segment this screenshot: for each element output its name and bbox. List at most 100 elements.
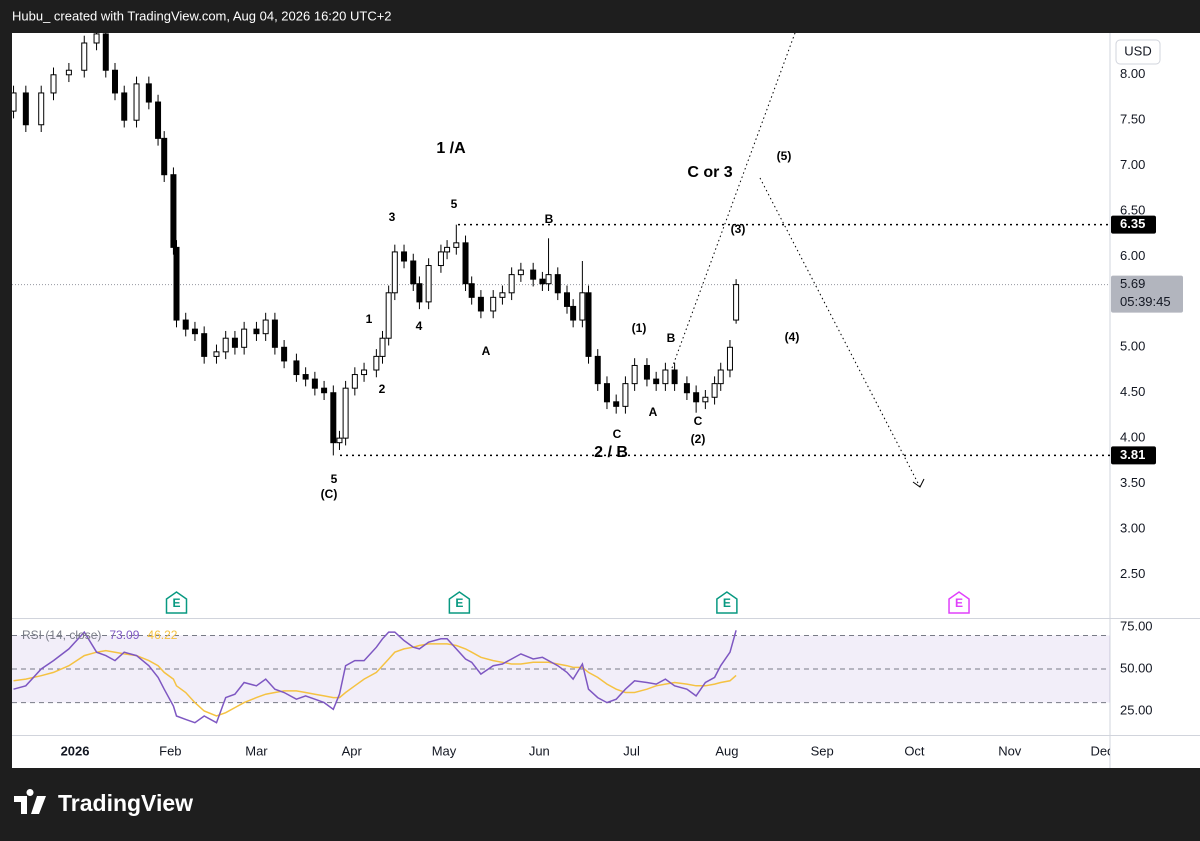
candle-body (444, 246, 451, 253)
candle-body (385, 292, 392, 339)
candle-body (50, 74, 57, 94)
earnings-label: E (955, 596, 963, 610)
countdown: 05:39:45 (1120, 294, 1171, 309)
candle-body (490, 296, 497, 312)
candle-body (643, 364, 650, 380)
level-label: 3.81 (1120, 447, 1145, 462)
wave-label: 5 (331, 472, 338, 486)
rsi-tick-label: 25.00 (1120, 702, 1153, 717)
candle-body (477, 296, 484, 312)
logo-mark (14, 789, 46, 814)
candle-body (499, 292, 506, 298)
rsi-tick-label: 75.00 (1120, 619, 1153, 634)
candle-body (585, 292, 592, 357)
level-label: 6.35 (1120, 216, 1145, 231)
candle-body (613, 401, 620, 407)
candle-body (65, 69, 72, 76)
candle-body (262, 319, 269, 335)
candle-body (12, 92, 17, 112)
y-tick-label: 7.00 (1120, 157, 1145, 172)
x-tick-label: Oct (904, 743, 925, 758)
candle-body (231, 337, 238, 348)
candle-body (468, 283, 475, 298)
x-tick-label: May (432, 743, 457, 758)
last-price-box (1111, 275, 1183, 313)
wave-label: A (649, 405, 658, 419)
wave-label: (3) (731, 222, 746, 236)
y-tick-label: 3.00 (1120, 520, 1145, 535)
wave-label: C or 3 (687, 164, 732, 181)
earnings-marker (948, 591, 970, 614)
x-tick-label: Nov (998, 743, 1022, 758)
candle-body (416, 283, 423, 303)
candle-body (38, 92, 45, 126)
wave-label: (5) (777, 149, 792, 163)
x-tick-label: Aug (715, 743, 738, 758)
candle-body (563, 292, 570, 307)
candle-body (155, 101, 162, 139)
candle-body (182, 319, 189, 330)
currency-box[interactable] (1115, 39, 1161, 65)
header-text: Hubu_ created with TradingView.com, Aug … (12, 8, 392, 23)
brand: TradingView (58, 790, 193, 816)
candle-body (222, 337, 229, 353)
level-label-box (1111, 215, 1156, 234)
y-tick-label: 3.50 (1120, 475, 1145, 490)
x-tick-label: 2026 (61, 743, 90, 758)
candle-body (711, 383, 718, 398)
rsi-tick-label: 50.00 (1120, 660, 1153, 675)
candle-body (170, 174, 177, 248)
candle-body (311, 378, 318, 389)
candle-body (81, 42, 88, 71)
footer-logo: TradingView (14, 789, 193, 816)
earnings-label: E (723, 596, 731, 610)
wave-label: C (613, 427, 622, 441)
candle-body (361, 369, 368, 376)
candle-body (93, 33, 100, 44)
candle-body (733, 284, 740, 321)
candle-body (161, 137, 168, 176)
y-tick-label: 4.50 (1120, 384, 1145, 399)
candle-body (271, 319, 278, 348)
candle-body (213, 351, 220, 357)
x-tick-label: Apr (342, 743, 363, 758)
rsi-ma-line (13, 643, 737, 717)
candle-body (653, 378, 660, 385)
wave-label: 1 /A (436, 140, 466, 157)
candle-body (594, 355, 601, 385)
y-tick-label: 7.50 (1120, 112, 1145, 127)
wave-label: 2 / B (594, 444, 628, 461)
wave-label: C (694, 414, 703, 428)
rsi-line (13, 630, 737, 724)
y-tick-label: 4.00 (1120, 430, 1145, 445)
candle-body (281, 346, 288, 362)
candle-body (302, 374, 309, 380)
candle-body (373, 355, 380, 371)
projection-arrow (912, 478, 925, 488)
currency: USD (1124, 43, 1151, 58)
candle-body (631, 364, 638, 385)
wave-label: 5 (451, 197, 458, 211)
wave-label: (C) (321, 487, 338, 501)
candle-body (133, 83, 140, 121)
candle-body (508, 274, 515, 294)
candle-body (330, 392, 337, 444)
time-axis: 2026 Feb Mar Apr May Jun Jul Aug Sep Oct Nov Dec (61, 743, 1110, 758)
earnings-label: E (455, 596, 463, 610)
candle-body (603, 383, 610, 403)
rsi-legend: RSI (14, close) 73.09 46.22 (22, 628, 178, 642)
candle-body (102, 33, 109, 71)
wave-label: 4 (416, 319, 423, 333)
candle-body (112, 69, 119, 94)
candle-body (145, 83, 152, 103)
candle-body (121, 92, 128, 121)
candle-body (683, 383, 690, 394)
candle-body (336, 437, 343, 444)
candle-body (253, 328, 260, 335)
candle-body (726, 346, 733, 371)
wave-label: (2) (691, 432, 706, 446)
candle-body (453, 242, 460, 248)
rsi-pane (12, 630, 1110, 724)
candle-body (191, 328, 198, 335)
